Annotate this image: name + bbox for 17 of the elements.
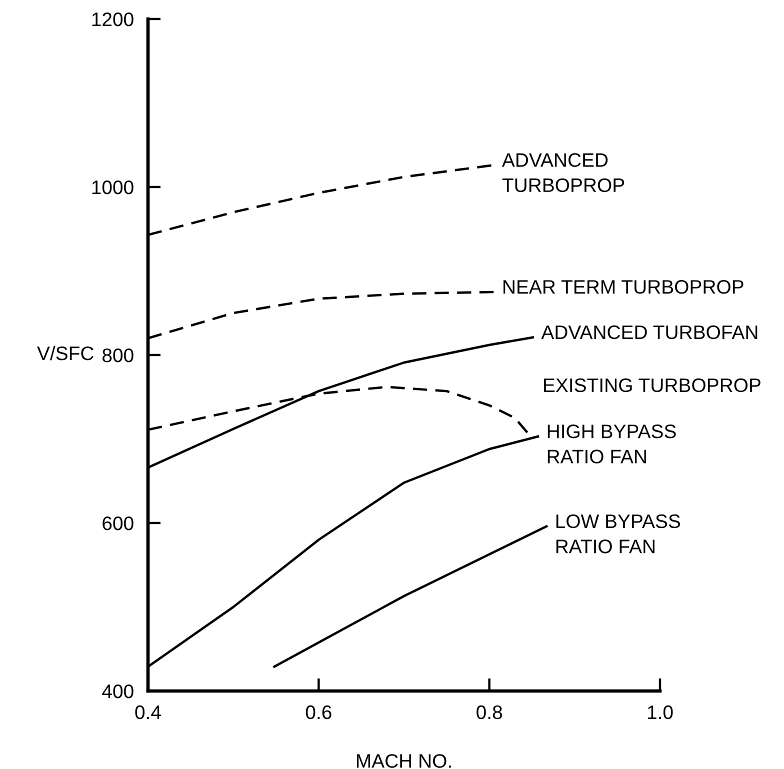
x-tick-label: 1.0 bbox=[648, 705, 673, 720]
text: EXISTING TURBOPROP bbox=[544, 378, 760, 392]
series-label: NEAR TERM TURBOPROP bbox=[504, 280, 744, 294]
x-axis-title: MACH NO. bbox=[356, 754, 451, 768]
y-tick-label: 1200 bbox=[92, 12, 134, 26]
y-tick-label: 1000 bbox=[92, 180, 134, 194]
x-tick-label: 0.6 bbox=[306, 705, 332, 720]
y-tick-label: 400 bbox=[102, 684, 134, 698]
series-label: ADVANCED TURBOFAN bbox=[541, 325, 758, 340]
y-tick-label: 800 bbox=[102, 348, 134, 362]
y-axis-title: V/SFC bbox=[37, 346, 94, 360]
series-label: ADVANCED TURBOPROP bbox=[502, 153, 624, 192]
series-label: LOW BYPASS RATIO FAN bbox=[556, 514, 680, 554]
x-tick-label: 0.4 bbox=[135, 705, 161, 720]
series-label: HIGH BYPASS RATIO FAN bbox=[548, 424, 676, 464]
x-tick-label: 0.8 bbox=[476, 705, 502, 720]
y-tick-label: 600 bbox=[102, 516, 134, 530]
